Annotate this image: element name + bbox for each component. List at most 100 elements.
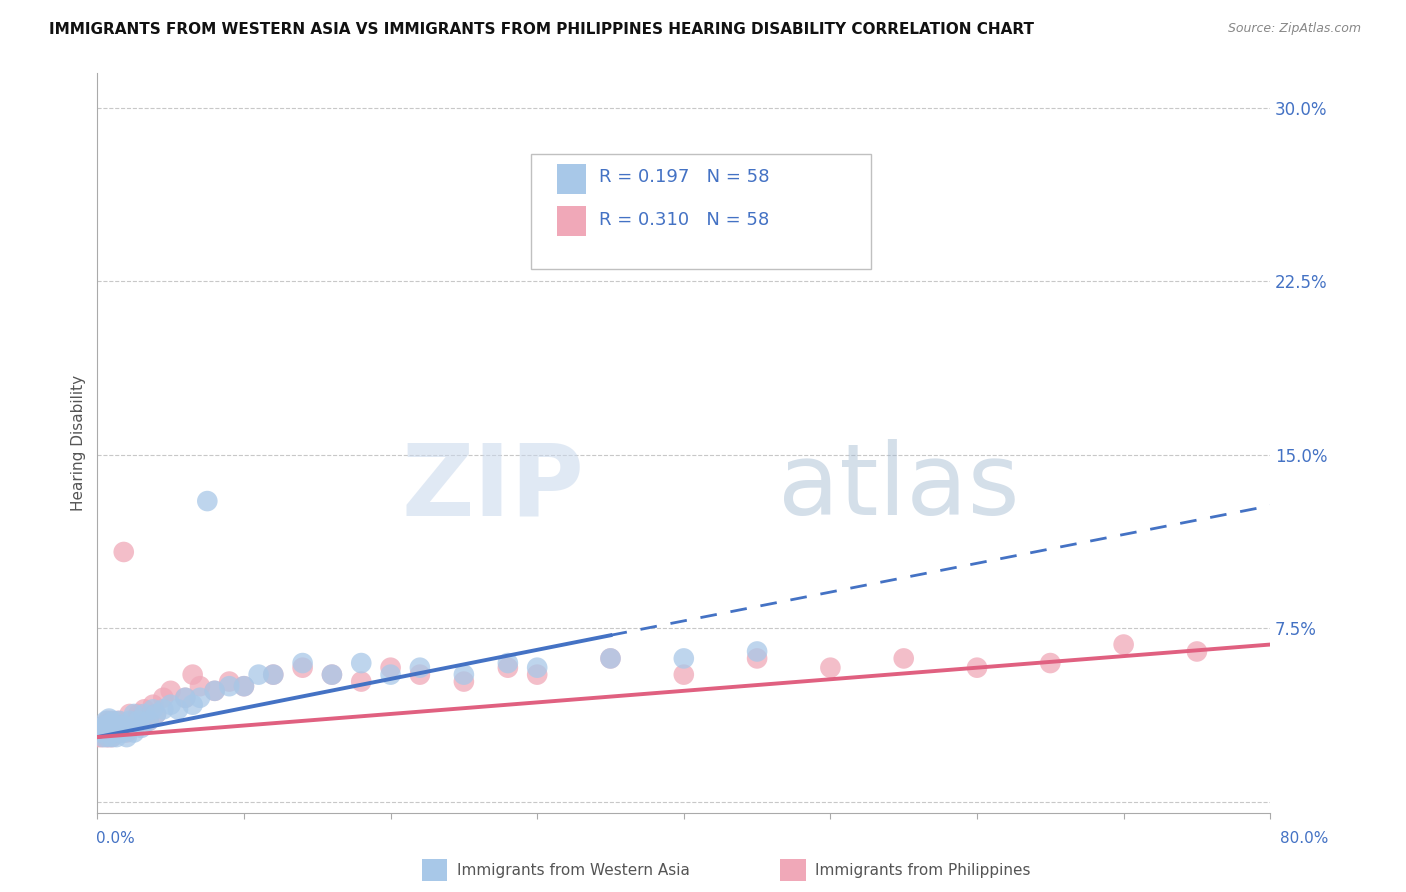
Point [118,714,141,728]
Point [94,714,117,728]
Text: ZIP: ZIP [401,439,583,536]
Point [1185,644,1208,658]
Point [218,679,240,693]
Point [91,721,114,735]
Point [87,730,110,744]
Point [145,706,167,721]
Point [127,714,149,728]
Point [496,656,519,670]
Point [174,690,197,705]
Point [291,661,314,675]
Point [122,706,145,721]
Point [108,714,131,728]
Point [107,714,129,728]
Point [89,725,111,739]
Point [111,718,134,732]
Point [97,718,120,732]
Text: Immigrants from Western Asia: Immigrants from Western Asia [457,863,690,878]
Point [599,651,621,665]
Point [159,698,181,712]
Point [108,725,131,739]
Point [159,683,181,698]
Point [101,730,124,744]
Point [291,656,314,670]
Point [195,494,218,508]
Point [97,714,120,728]
Point [409,667,432,681]
Point [131,721,153,735]
Point [104,718,127,732]
FancyBboxPatch shape [557,164,586,194]
Point [101,730,124,744]
Point [100,725,122,739]
Point [100,714,122,728]
Point [98,730,121,744]
Point [142,702,165,716]
Point [131,714,153,728]
Text: 0.0%: 0.0% [96,831,135,846]
Point [233,679,256,693]
Point [118,706,141,721]
Point [745,644,768,658]
Point [247,667,270,681]
Point [105,730,128,744]
Point [152,690,174,705]
Point [453,667,475,681]
Point [745,651,768,665]
Point [98,716,121,731]
Point [107,725,129,739]
Point [98,725,121,739]
Point [91,730,114,744]
Point [204,683,226,698]
Point [893,651,915,665]
Text: IMMIGRANTS FROM WESTERN ASIA VS IMMIGRANTS FROM PHILIPPINES HEARING DISABILITY C: IMMIGRANTS FROM WESTERN ASIA VS IMMIGRAN… [49,22,1035,37]
Point [122,714,145,728]
Point [152,702,174,716]
FancyBboxPatch shape [557,206,586,235]
Point [93,718,115,732]
Point [1112,638,1135,652]
Point [94,725,117,739]
Point [167,702,190,716]
Point [90,730,112,744]
Point [115,725,138,739]
Point [350,656,373,670]
Point [110,725,132,739]
Point [134,706,156,721]
Point [98,712,121,726]
Text: R = 0.310   N = 58: R = 0.310 N = 58 [599,211,769,228]
Point [380,667,402,681]
Text: 80.0%: 80.0% [1281,831,1329,846]
Point [380,661,402,675]
Point [453,674,475,689]
Point [97,730,120,744]
Point [103,725,125,739]
Text: Source: ZipAtlas.com: Source: ZipAtlas.com [1227,22,1361,36]
Point [89,725,111,739]
Text: Immigrants from Philippines: Immigrants from Philippines [815,863,1031,878]
Point [262,667,284,681]
Point [112,725,135,739]
Point [134,702,156,716]
Point [321,667,343,681]
Point [104,725,127,739]
Text: R = 0.197   N = 58: R = 0.197 N = 58 [599,169,770,186]
Point [409,661,432,675]
Point [526,667,548,681]
Point [127,706,149,721]
Point [93,725,115,739]
Point [110,718,132,732]
Point [105,725,128,739]
Point [100,725,122,739]
Point [90,721,112,735]
Point [104,725,127,739]
Point [188,679,211,693]
Point [94,718,117,732]
Point [138,714,160,728]
Point [181,698,204,712]
Point [321,667,343,681]
Point [142,698,165,712]
Point [94,730,117,744]
Point [115,730,138,744]
Point [97,725,120,739]
